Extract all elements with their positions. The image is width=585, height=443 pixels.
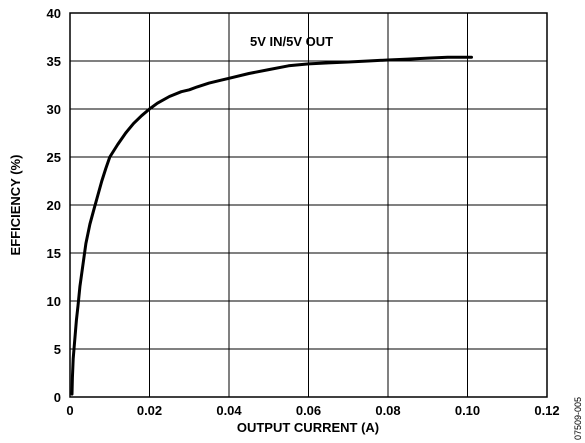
x-tick-label-5: 0.10 [455,403,480,418]
y-tick-label-6: 30 [47,102,61,117]
y-tick-label-4: 20 [47,198,61,213]
y-tick-label-7: 35 [47,54,61,69]
x-tick-labels: 0 0.02 0.04 0.06 0.08 0.10 0.12 [66,403,559,418]
x-tick-label-1: 0.02 [137,403,162,418]
efficiency-curve-5v-in-5v-out [70,55,473,396]
x-axis-title: OUTPUT CURRENT (A) [237,420,379,435]
figure-id: 07509-005 [573,397,583,440]
grid-lines [70,13,547,397]
y-tick-label-2: 10 [47,294,61,309]
y-axis-title: EFFICIENCY (%) [8,155,23,256]
y-tick-label-3: 15 [47,246,61,261]
y-tick-label-5: 25 [47,150,61,165]
y-tick-label-1: 5 [54,342,61,357]
x-tick-label-0: 0 [66,403,73,418]
y-tick-label-0: 0 [54,390,61,405]
x-tick-label-4: 0.08 [375,403,400,418]
plot-frame [69,12,548,398]
x-tick-label-6: 0.12 [534,403,559,418]
series-label: 5V IN/5V OUT [250,34,333,49]
y-tick-label-8: 40 [47,6,61,21]
y-tick-labels: 0 5 10 15 20 25 30 35 40 [47,6,61,405]
x-tick-label-3: 0.06 [296,403,321,418]
x-tick-label-2: 0.04 [216,403,242,418]
